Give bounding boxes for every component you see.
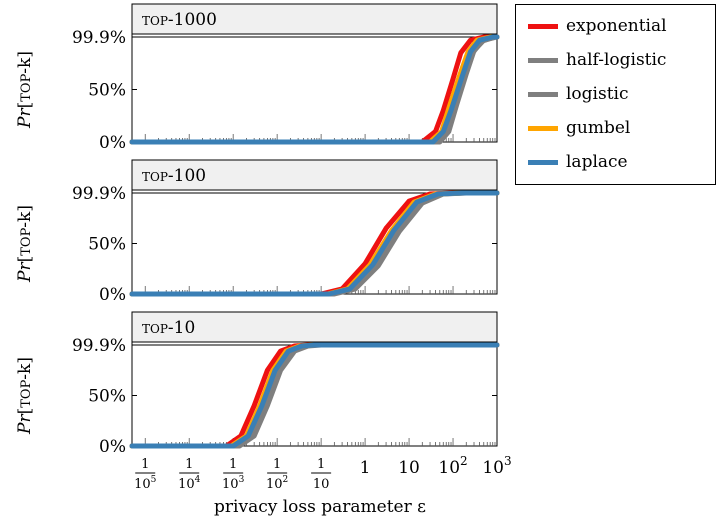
legend-swatch: [528, 91, 558, 97]
series-line-gumbel: [129, 34, 500, 145]
panel-1: top-1000 0% 50% 99.9% Pr[TOP-k]: [15, 3, 500, 153]
x-tick-label: 110: [311, 457, 332, 492]
x-tick-label: 102: [438, 454, 467, 478]
series-group: [129, 34, 500, 145]
y-tick-label: 50%: [88, 81, 126, 101]
series-group: [129, 190, 500, 297]
legend-label: laplace: [566, 152, 628, 172]
legend-entry-gumbel: gumbel: [528, 115, 630, 141]
legend-entry-half-logistic: half-logistic: [528, 47, 666, 73]
x-tick-label: 1: [360, 458, 371, 478]
panel-2: top-100 0% 50% 99.9% Pr[TOP-k]: [15, 159, 500, 305]
legend-entry-logistic: logistic: [528, 81, 629, 107]
svg-text:10: 10: [313, 477, 330, 492]
x-axis-label: privacy loss parameter ε: [214, 497, 426, 517]
svg-text:1: 1: [360, 458, 371, 478]
y-tick-label: 50%: [88, 235, 126, 255]
x-tick-label: 103: [482, 454, 511, 478]
legend-entry-exponential: exponential: [528, 13, 667, 39]
series-line-laplace: [129, 342, 500, 449]
series-group: [129, 342, 500, 449]
svg-text:102: 102: [438, 454, 467, 478]
legend: exponential half-logistic logistic gumbel la…: [515, 4, 716, 185]
panel-title-strip: [131, 3, 498, 35]
legend-label: logistic: [566, 84, 629, 104]
y-tick-label: 0%: [99, 285, 126, 305]
series-line-half-logistic: [129, 190, 500, 297]
legend-swatch: [528, 23, 558, 29]
panel-title-strip: [131, 159, 498, 191]
svg-text:1: 1: [185, 457, 193, 472]
legend-entry-laplace: laplace: [528, 149, 628, 175]
svg-text:1: 1: [141, 457, 149, 472]
legend-label: exponential: [566, 16, 667, 36]
legend-swatch: [528, 57, 558, 63]
series-line-laplace: [129, 190, 500, 297]
panel-title-strip: [131, 311, 498, 343]
svg-text:103: 103: [482, 454, 511, 478]
panel-3: top-10 0% 50% 99.9% Pr[TOP-k]: [15, 311, 500, 457]
y-tick-label: 0%: [99, 133, 126, 153]
series-line-logistic: [129, 190, 500, 297]
y-axis-label: Pr[TOP-k]: [15, 51, 35, 129]
legend-label: gumbel: [566, 118, 631, 138]
panel-title: top-100: [142, 166, 206, 186]
legend-label: half-logistic: [566, 50, 667, 70]
y-tick-label: 99.9%: [72, 336, 126, 356]
svg-text:103: 103: [222, 475, 245, 492]
svg-text:102: 102: [266, 475, 288, 492]
y-axis-label: Pr[TOP-k]: [15, 205, 35, 283]
legend-swatch: [528, 125, 558, 131]
series-line-logistic: [129, 342, 500, 449]
svg-text:104: 104: [178, 475, 201, 492]
series-line-gumbel: [129, 190, 500, 297]
series-line-half-logistic: [129, 342, 500, 449]
y-axis-label: Pr[TOP-k]: [15, 357, 35, 435]
plot-frame: [131, 189, 498, 295]
svg-text:10: 10: [398, 458, 420, 478]
svg-text:1: 1: [229, 457, 237, 472]
legend-swatch: [528, 159, 558, 165]
panel-title: top-1000: [142, 10, 217, 30]
y-tick-label: 50%: [88, 387, 126, 407]
svg-text:1: 1: [317, 457, 325, 472]
plot-frame: [131, 341, 498, 447]
series-line-exponential: [129, 190, 500, 297]
y-tick-label: 99.9%: [72, 28, 126, 48]
y-tick-label: 99.9%: [72, 184, 126, 204]
series-line-laplace: [129, 34, 500, 145]
panel-title: top-10: [142, 318, 195, 338]
x-tick-label: 10: [398, 458, 420, 478]
y-tick-label: 0%: [99, 437, 126, 457]
series-line-exponential: [129, 342, 500, 449]
series-line-gumbel: [129, 342, 500, 449]
svg-text:1: 1: [273, 457, 281, 472]
svg-text:105: 105: [134, 475, 157, 492]
